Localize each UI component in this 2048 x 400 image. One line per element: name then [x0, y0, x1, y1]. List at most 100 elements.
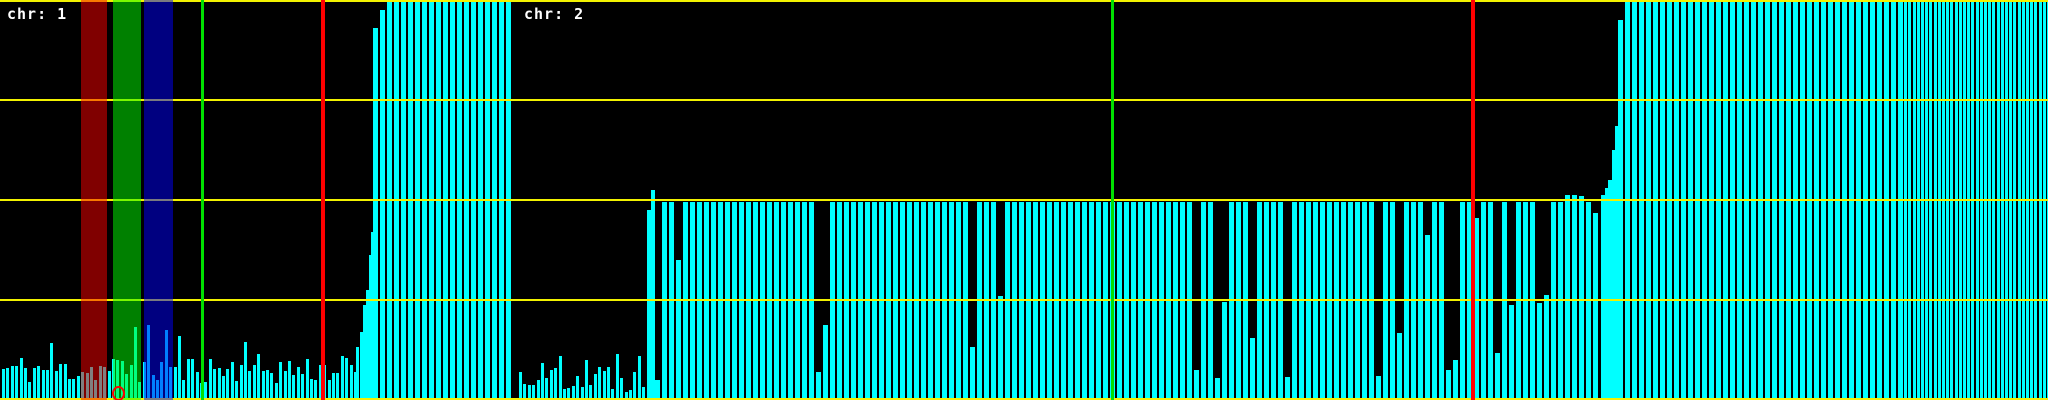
coverage-bar [1674, 2, 1679, 400]
coverage-bar [1984, 2, 1987, 400]
coverage-bar [360, 332, 363, 400]
coverage-bar [956, 202, 961, 400]
coverage-bar [1653, 2, 1658, 400]
coverage-bar [1187, 202, 1192, 400]
coverage-bar [24, 368, 27, 400]
coverage-bar [1047, 202, 1052, 400]
coverage-bar [1572, 195, 1577, 400]
coverage-bar [301, 374, 304, 400]
coverage-bar [1334, 202, 1339, 400]
coverage-bar [1702, 2, 1707, 400]
coverage-bar [683, 202, 688, 400]
coverage-bar [629, 390, 632, 400]
band-blue [144, 0, 173, 400]
coverage-bar [1516, 202, 1521, 400]
coverage-bar [1054, 202, 1059, 400]
coverage-bar [443, 2, 448, 400]
coverage-bar [589, 385, 592, 400]
coverage-bar [1201, 202, 1206, 400]
coverage-bar [1397, 333, 1402, 400]
coverage-bar [1425, 235, 1430, 400]
gridline [0, 199, 2048, 201]
coverage-bar [1299, 202, 1304, 400]
coverage-bar [585, 360, 588, 400]
coverage-bar [767, 202, 772, 400]
coverage-bar [642, 387, 645, 400]
coverage-bar [108, 371, 111, 400]
coverage-bar [1625, 2, 1630, 400]
coverage-bar [1605, 188, 1610, 400]
coverage-bar [341, 356, 344, 400]
coverage-bar [292, 375, 295, 400]
coverage-bar [907, 202, 912, 400]
coverage-bar [669, 202, 674, 400]
coverage-bar [1467, 202, 1472, 400]
chr1-label: chr: 1 [7, 5, 68, 23]
coverage-bar [1612, 150, 1617, 400]
coverage-bar [37, 366, 40, 400]
coverage-bar [33, 368, 36, 400]
coverage-bar [1639, 2, 1644, 400]
coverage-bar [1173, 202, 1178, 400]
coverage-bar [436, 2, 441, 400]
coverage-bar [1772, 2, 1777, 400]
coverage-bar [2018, 2, 2021, 400]
coverage-bar [222, 376, 225, 400]
coverage-bar [64, 364, 67, 400]
coverage-bar [492, 2, 497, 400]
coverage-bar [893, 202, 898, 400]
coverage-bar [1997, 2, 2000, 400]
coverage-bar [1075, 202, 1080, 400]
coverage-bar [1988, 2, 1991, 400]
coverage-bar [802, 202, 807, 400]
coverage-bar [1608, 180, 1613, 400]
red-marker-line [321, 0, 325, 400]
coverage-bar [1026, 202, 1031, 400]
coverage-bar [394, 2, 399, 400]
coverage-bar [851, 202, 856, 400]
coverage-bar [240, 365, 243, 400]
coverage-bar [942, 202, 947, 400]
coverage-bar [576, 376, 579, 400]
coverage-bar [697, 202, 702, 400]
coverage-bar [1306, 202, 1311, 400]
coverage-bar [336, 373, 339, 400]
coverage-bar [1271, 202, 1276, 400]
coverage-bar [607, 367, 610, 400]
coverage-bar [935, 202, 940, 400]
coverage-bar [865, 202, 870, 400]
coverage-bar [1814, 2, 1819, 400]
coverage-bar [647, 210, 651, 400]
coverage-bar [1786, 2, 1791, 400]
coverage-bar [532, 385, 535, 400]
coverage-bar [581, 387, 584, 400]
coverage-bar [28, 382, 31, 400]
coverage-bar [1821, 2, 1826, 400]
coverage-bar [275, 383, 278, 400]
coverage-bar [1992, 2, 1995, 400]
coverage-bar [1236, 202, 1241, 400]
coverage-bar [50, 343, 53, 400]
coverage-bar [2001, 2, 2004, 400]
coverage-bar [178, 336, 181, 400]
coverage-bar [248, 371, 251, 400]
coverage-bar [949, 202, 954, 400]
coverage-bar [1925, 2, 1928, 400]
coverage-bar [226, 369, 229, 400]
coverage-bar [541, 363, 544, 400]
coverage-bar [1411, 202, 1416, 400]
coverage-bar [46, 370, 49, 400]
coverage-bar [1369, 202, 1374, 400]
coverage-bar [1033, 202, 1038, 400]
coverage-bar [59, 364, 62, 400]
coverage-bar [1502, 202, 1507, 400]
coverage-bar [921, 202, 926, 400]
coverage-bar [350, 365, 353, 400]
coverage-bar [1900, 2, 1903, 400]
coverage-bar [11, 366, 14, 400]
coverage-bar [1250, 338, 1255, 400]
coverage-bar [310, 379, 313, 400]
coverage-bar [746, 202, 751, 400]
coverage-bar [257, 354, 260, 400]
